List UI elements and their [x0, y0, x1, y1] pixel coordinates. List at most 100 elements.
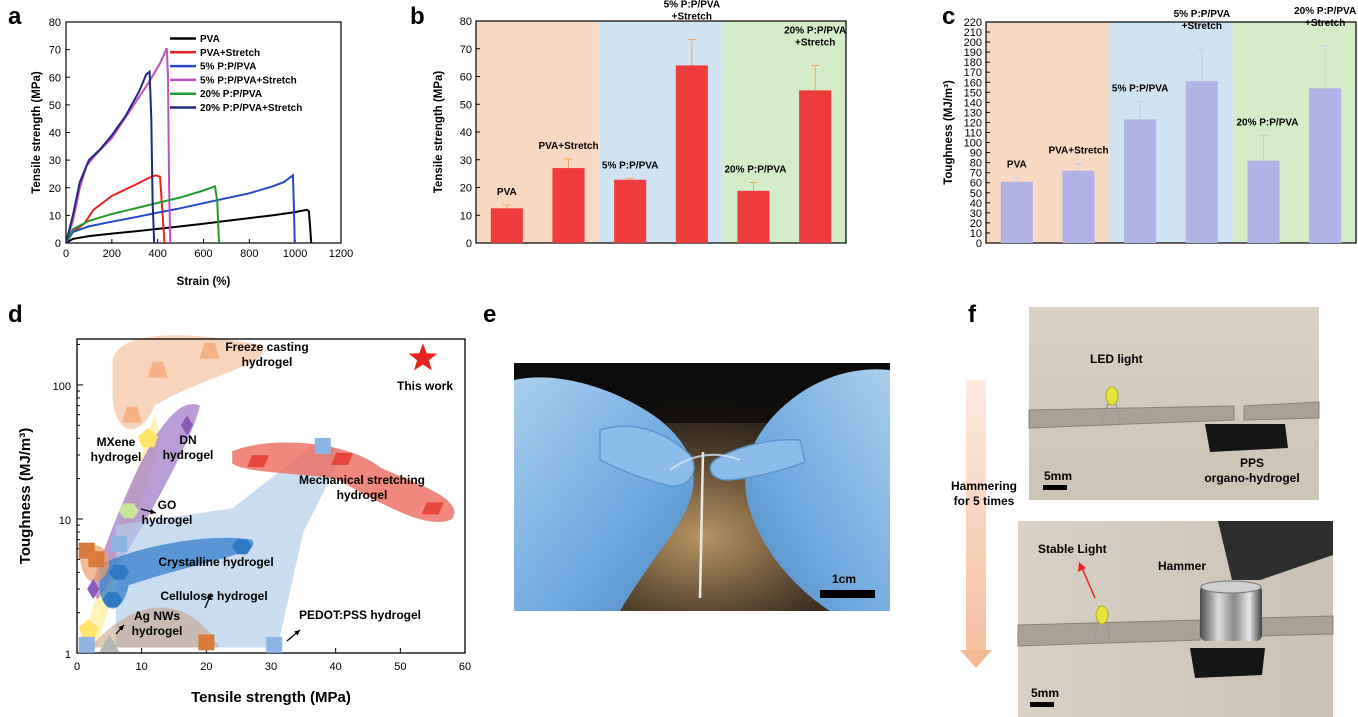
series-line-a — [65, 174, 166, 244]
marker-trapezoid — [121, 406, 142, 423]
y-tick-label-a: 70 — [49, 45, 61, 57]
bar-b — [490, 208, 523, 243]
y-tick-label-b: 50 — [460, 99, 472, 111]
y-tick-label-c: 170 — [964, 67, 982, 79]
marker-rhombus — [247, 455, 270, 468]
y-tick-label-a: 60 — [49, 72, 61, 84]
hammer-head — [1218, 521, 1333, 580]
chart-d-ashby-plot: 0 10 20 30 40 50 60 1 10 100 Tensile strength (MPa… — [17, 335, 471, 706]
bar-label-c: PVA+Stretch — [1048, 146, 1108, 157]
y-tick-label-a: 80 — [49, 17, 61, 29]
y-tick-label-a: 30 — [49, 155, 61, 167]
bar-label-c: 5% P:P/PVA — [1112, 83, 1169, 94]
marker-rhombus — [421, 502, 444, 515]
bar-b — [552, 168, 585, 243]
panel-label-d: d — [8, 301, 23, 328]
marker-triangle — [99, 634, 120, 652]
x-tick-label-a: 400 — [148, 248, 166, 260]
marker-square — [266, 636, 283, 653]
marker-diamond — [180, 415, 193, 436]
y-tick-label-c: 190 — [964, 47, 982, 59]
x-tick-label-d: 0 — [74, 661, 80, 673]
bar-b — [737, 190, 770, 243]
x-tick-label-d: 40 — [330, 661, 342, 673]
group-label-d: Cellulose hydrogel — [160, 589, 267, 603]
legend-label-a: 5% P:P/PVA — [200, 62, 257, 73]
y-tick-label-c: 60 — [970, 178, 982, 190]
y-tick-label-c: 80 — [970, 158, 982, 170]
chart-a-stress-strain: 0 200 400 600 800 1000 1200 0 10 20 30 40 50 60 70 80 St… — [31, 17, 353, 288]
legend-label-a: PVA+Stretch — [200, 48, 260, 59]
scale-bar-f-top — [1043, 485, 1067, 490]
group-label-d: PEDOT:PSS hydrogel — [299, 608, 421, 622]
legend-label-a: PVA — [200, 34, 220, 45]
bar-label-b: 5% P:P/PVA — [602, 160, 659, 171]
bar-b — [614, 179, 647, 243]
y-tick-label-c: 180 — [964, 57, 982, 69]
photo-e-stretched-fiber: 1cm — [514, 363, 890, 611]
series-line-a — [65, 69, 156, 244]
region-d — [89, 607, 220, 648]
group-label-d: Mechanical stretching hydrogel — [299, 473, 425, 502]
y-tick-label-c: 200 — [964, 37, 982, 49]
legend-label-a: 20% P:P/PVA+Stretch — [200, 103, 302, 114]
y-tick-label-a: 20 — [49, 183, 61, 195]
marker-pentagon — [78, 619, 99, 639]
bar-label-b: 5% P:P/PVA +Stretch — [664, 0, 721, 23]
bar-c — [1062, 170, 1095, 243]
y-tick-label-a: 50 — [49, 100, 61, 112]
marker-square — [111, 536, 128, 553]
hammering-arrow: Hammering for 5 times — [951, 380, 1017, 668]
group-label-d: DN hydrogel — [163, 433, 214, 462]
y-tick-label-c: 220 — [964, 17, 982, 29]
y-tick-label-c: 10 — [970, 228, 982, 240]
x-tick-label-d: 60 — [459, 661, 471, 673]
x-tick-label-a: 1200 — [329, 248, 353, 260]
fiber-line — [698, 451, 705, 599]
series-line-a — [65, 208, 313, 244]
y-tick-label-d: 1 — [65, 649, 71, 661]
region-d — [232, 442, 455, 522]
bar-label-b: 20% P:P/PVA +Stretch — [784, 25, 846, 48]
group-label-d: MXene hydrogel — [91, 435, 142, 464]
marker-hexagon — [109, 564, 130, 580]
bar-c — [1000, 181, 1033, 243]
bar-label-c: 5% P:P/PVA +Stretch — [1174, 9, 1231, 32]
x-tick-label-a: 1000 — [283, 248, 307, 260]
x-axis-label-d: Tensile strength (MPa) — [191, 689, 351, 706]
bar-b — [799, 90, 832, 243]
x-tick-label-a: 600 — [194, 248, 212, 260]
bar-label-c: 20% P:P/PVA +Stretch — [1294, 6, 1356, 29]
annotation-arrowhead-d — [206, 594, 212, 600]
x-tick-label-a: 0 — [63, 248, 69, 260]
x-tick-label-a: 200 — [103, 248, 121, 260]
annotation-arrowhead-d — [118, 625, 124, 631]
y-tick-label-b: 80 — [460, 16, 472, 28]
scale-label-f-bottom: 5mm — [1031, 686, 1059, 700]
bar-label-b: PVA — [497, 187, 517, 198]
bar-b — [675, 65, 708, 244]
hammering-label: Hammering for 5 times — [951, 479, 1017, 508]
chart-c-toughness-bars: 0102030405060708090100110120130140150160… — [943, 6, 1357, 250]
x-tick-label-d: 10 — [136, 661, 148, 673]
marker-trapezoid — [147, 361, 168, 378]
y-tick-label-c: 50 — [970, 188, 982, 200]
y-axis-label-d: Toughness (MJ/m³) — [17, 428, 34, 564]
y-axis-label-b: Tensile strength (MPa) — [433, 71, 445, 194]
series-line-a — [65, 173, 296, 244]
bar-c — [1185, 81, 1218, 243]
group-label-d: GO hydrogel — [142, 498, 193, 527]
scale-label-f-top: 5mm — [1044, 469, 1072, 483]
legend-label-a: 20% P:P/PVA — [200, 89, 262, 100]
y-tick-label-c: 150 — [964, 87, 982, 99]
bar-c — [1309, 88, 1342, 243]
stable-light-label: Stable Light — [1038, 542, 1107, 556]
y-tick-label-b: 60 — [460, 72, 472, 84]
y-tick-label-d: 10 — [59, 515, 71, 527]
marker-trapezoid — [199, 342, 220, 359]
panel-label-a: a — [8, 3, 22, 30]
y-tick-label-b: 10 — [460, 210, 472, 222]
y-tick-label-c: 140 — [964, 97, 982, 109]
scale-label-e: 1cm — [832, 572, 856, 586]
